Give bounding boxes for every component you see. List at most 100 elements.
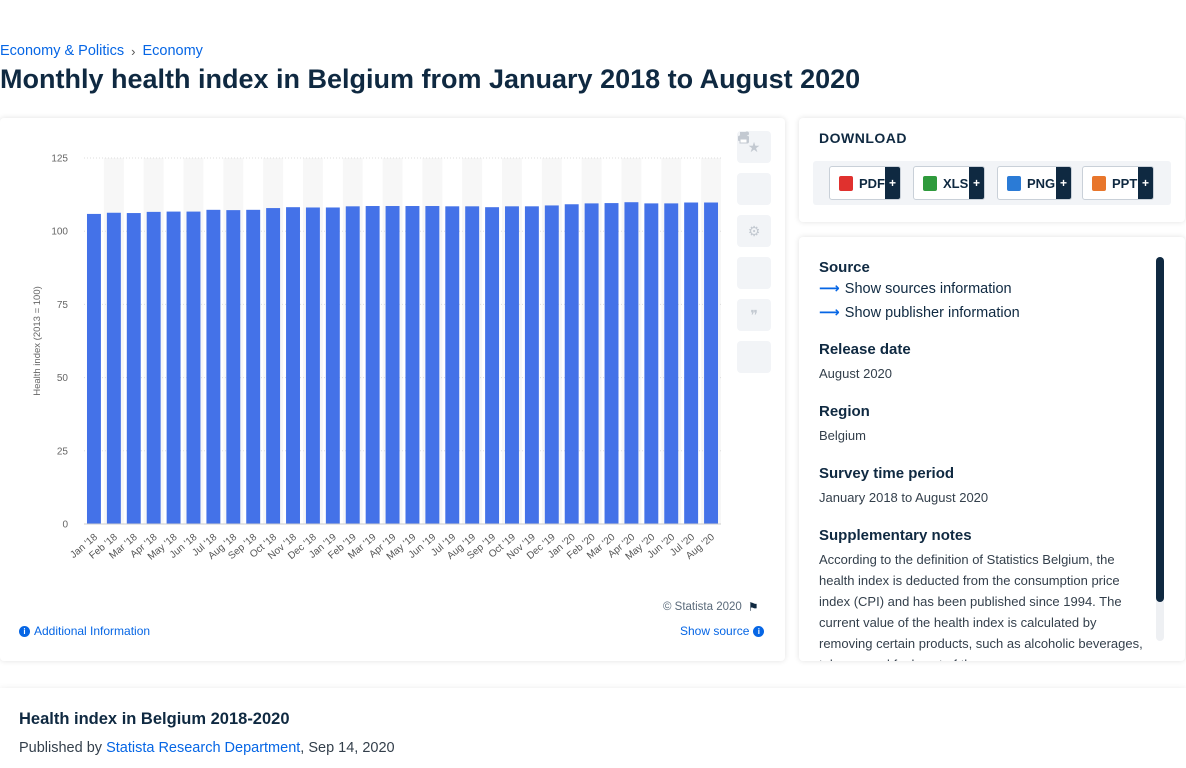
download-pdf-button[interactable]: PDF +: [829, 166, 901, 200]
bar: [365, 206, 380, 524]
bar: [704, 202, 719, 524]
source-label: Source: [819, 259, 870, 276]
info-icon: i: [19, 625, 30, 637]
publisher-link[interactable]: Statista Research Department: [106, 740, 301, 756]
y-tick-label: 50: [57, 373, 69, 384]
y-tick-label: 125: [51, 154, 68, 165]
bar: [644, 203, 659, 524]
y-tick-label: 75: [57, 300, 69, 311]
y-tick-label: 100: [51, 227, 68, 238]
breadcrumb-parent-link[interactable]: Economy & Politics: [0, 43, 125, 59]
quote-icon[interactable]: ❞: [737, 299, 771, 331]
bar: [445, 206, 460, 524]
bar: [186, 211, 201, 524]
flag-icon[interactable]: ⚑: [747, 600, 759, 614]
gear-icon[interactable]: ⚙: [737, 215, 771, 247]
info-icon: i: [753, 625, 765, 637]
bar: [664, 203, 679, 524]
bar: [604, 203, 619, 525]
supplementary-notes-value: According to the definition of Statistic…: [819, 552, 1143, 661]
bar: [584, 203, 599, 524]
bar: [286, 207, 300, 524]
breadcrumb-current-link[interactable]: Economy: [142, 43, 203, 59]
statistic-summary: Health index in Belgium 2018-2020 Publis…: [0, 688, 1186, 768]
bar: [465, 206, 480, 524]
bar: [226, 210, 241, 524]
bar: [206, 209, 221, 524]
region-value: Belgium: [819, 428, 866, 443]
show-source-label: Show source: [680, 624, 750, 638]
print-icon[interactable]: [737, 132, 771, 373]
release-date-label: Release date: [819, 341, 911, 358]
bar: [385, 206, 400, 524]
plus-icon[interactable]: +: [1056, 167, 1071, 199]
y-axis-label: Health index (2013 = 100): [32, 286, 43, 396]
info-content: Source ⟶ Show sources information ⟶ Show…: [819, 259, 1149, 661]
bar: [524, 206, 539, 524]
publish-meta: Published by Statista Research Departmen…: [19, 740, 395, 756]
download-ppt-button[interactable]: PPT +: [1082, 166, 1154, 200]
bar: [544, 205, 559, 524]
survey-period-value: January 2018 to August 2020: [819, 490, 989, 505]
published-by-label: Published by: [19, 740, 103, 756]
bar: [146, 211, 161, 525]
breadcrumb: Economy & Politics › Economy: [0, 43, 203, 59]
info-scrollbar[interactable]: [1156, 257, 1164, 641]
bar: [405, 206, 420, 524]
plus-icon[interactable]: +: [1138, 167, 1153, 199]
bar: [425, 206, 440, 524]
show-sources-label: Show sources information: [844, 281, 1012, 297]
bar: [325, 207, 340, 524]
download-png-label: PNG: [1027, 175, 1056, 191]
bell-icon[interactable]: [737, 132, 771, 205]
download-pdf-label: PDF: [859, 175, 885, 191]
statistic-title: Health index in Belgium 2018-2020: [19, 710, 290, 728]
bar: [564, 204, 579, 524]
download-buttons: PDF + XLS + PNG + PPT +: [813, 161, 1171, 205]
bar: [305, 207, 320, 524]
download-title: DOWNLOAD: [819, 130, 907, 146]
additional-info-link[interactable]: i Additional Information: [19, 624, 150, 638]
bar: [266, 208, 281, 525]
supplementary-notes-label: Supplementary notes: [819, 527, 972, 544]
download-xls-label: XLS: [943, 175, 969, 191]
ppt-file-icon: [1092, 175, 1106, 191]
bar: [485, 207, 500, 524]
y-tick-label: 0: [62, 520, 68, 531]
plus-icon[interactable]: +: [885, 167, 900, 199]
show-source-link[interactable]: Show source i: [680, 624, 765, 638]
copyright: © Statista 2020 ⚑: [663, 600, 759, 614]
bar: [246, 209, 261, 524]
show-publisher-label: Show publisher information: [844, 305, 1020, 321]
additional-info-label: Additional Information: [34, 624, 151, 638]
publish-date: , Sep 14, 2020: [300, 740, 395, 756]
download-xls-button[interactable]: XLS +: [913, 166, 985, 200]
download-card: DOWNLOAD PDF + XLS + PNG + PPT +: [799, 118, 1185, 222]
bar: [505, 206, 519, 524]
show-sources-link[interactable]: ⟶ Show sources information: [819, 277, 1149, 301]
info-card: Source ⟶ Show sources information ⟶ Show…: [799, 237, 1185, 661]
bar: [345, 206, 360, 524]
breadcrumb-separator: ›: [131, 43, 136, 59]
share-icon[interactable]: [737, 131, 771, 289]
show-publisher-link[interactable]: ⟶ Show publisher information: [819, 301, 1149, 325]
chart-toolbar: ★ ⚙ ❞: [737, 131, 771, 373]
pdf-file-icon: [839, 175, 853, 191]
xls-file-icon: [923, 175, 937, 191]
chart-card: 0 25 50 75 100 125 Jan '18 Feb '18 Mar '18 Apr '1…: [0, 118, 785, 661]
bar: [166, 211, 181, 524]
region-label: Region: [819, 403, 870, 420]
download-png-button[interactable]: PNG +: [997, 166, 1072, 200]
bar: [86, 213, 101, 524]
scrollbar-thumb[interactable]: [1156, 257, 1164, 602]
png-file-icon: [1007, 175, 1021, 191]
y-tick-label: 25: [57, 446, 69, 457]
survey-period-label: Survey time period: [819, 465, 955, 482]
arrow-right-icon: ⟶: [819, 305, 840, 321]
copyright-text: © Statista 2020: [663, 601, 742, 613]
download-ppt-label: PPT: [1112, 175, 1138, 191]
page-title: Monthly health index in Belgium from Jan…: [0, 64, 861, 94]
bar: [684, 202, 699, 524]
plus-icon[interactable]: +: [969, 167, 984, 199]
